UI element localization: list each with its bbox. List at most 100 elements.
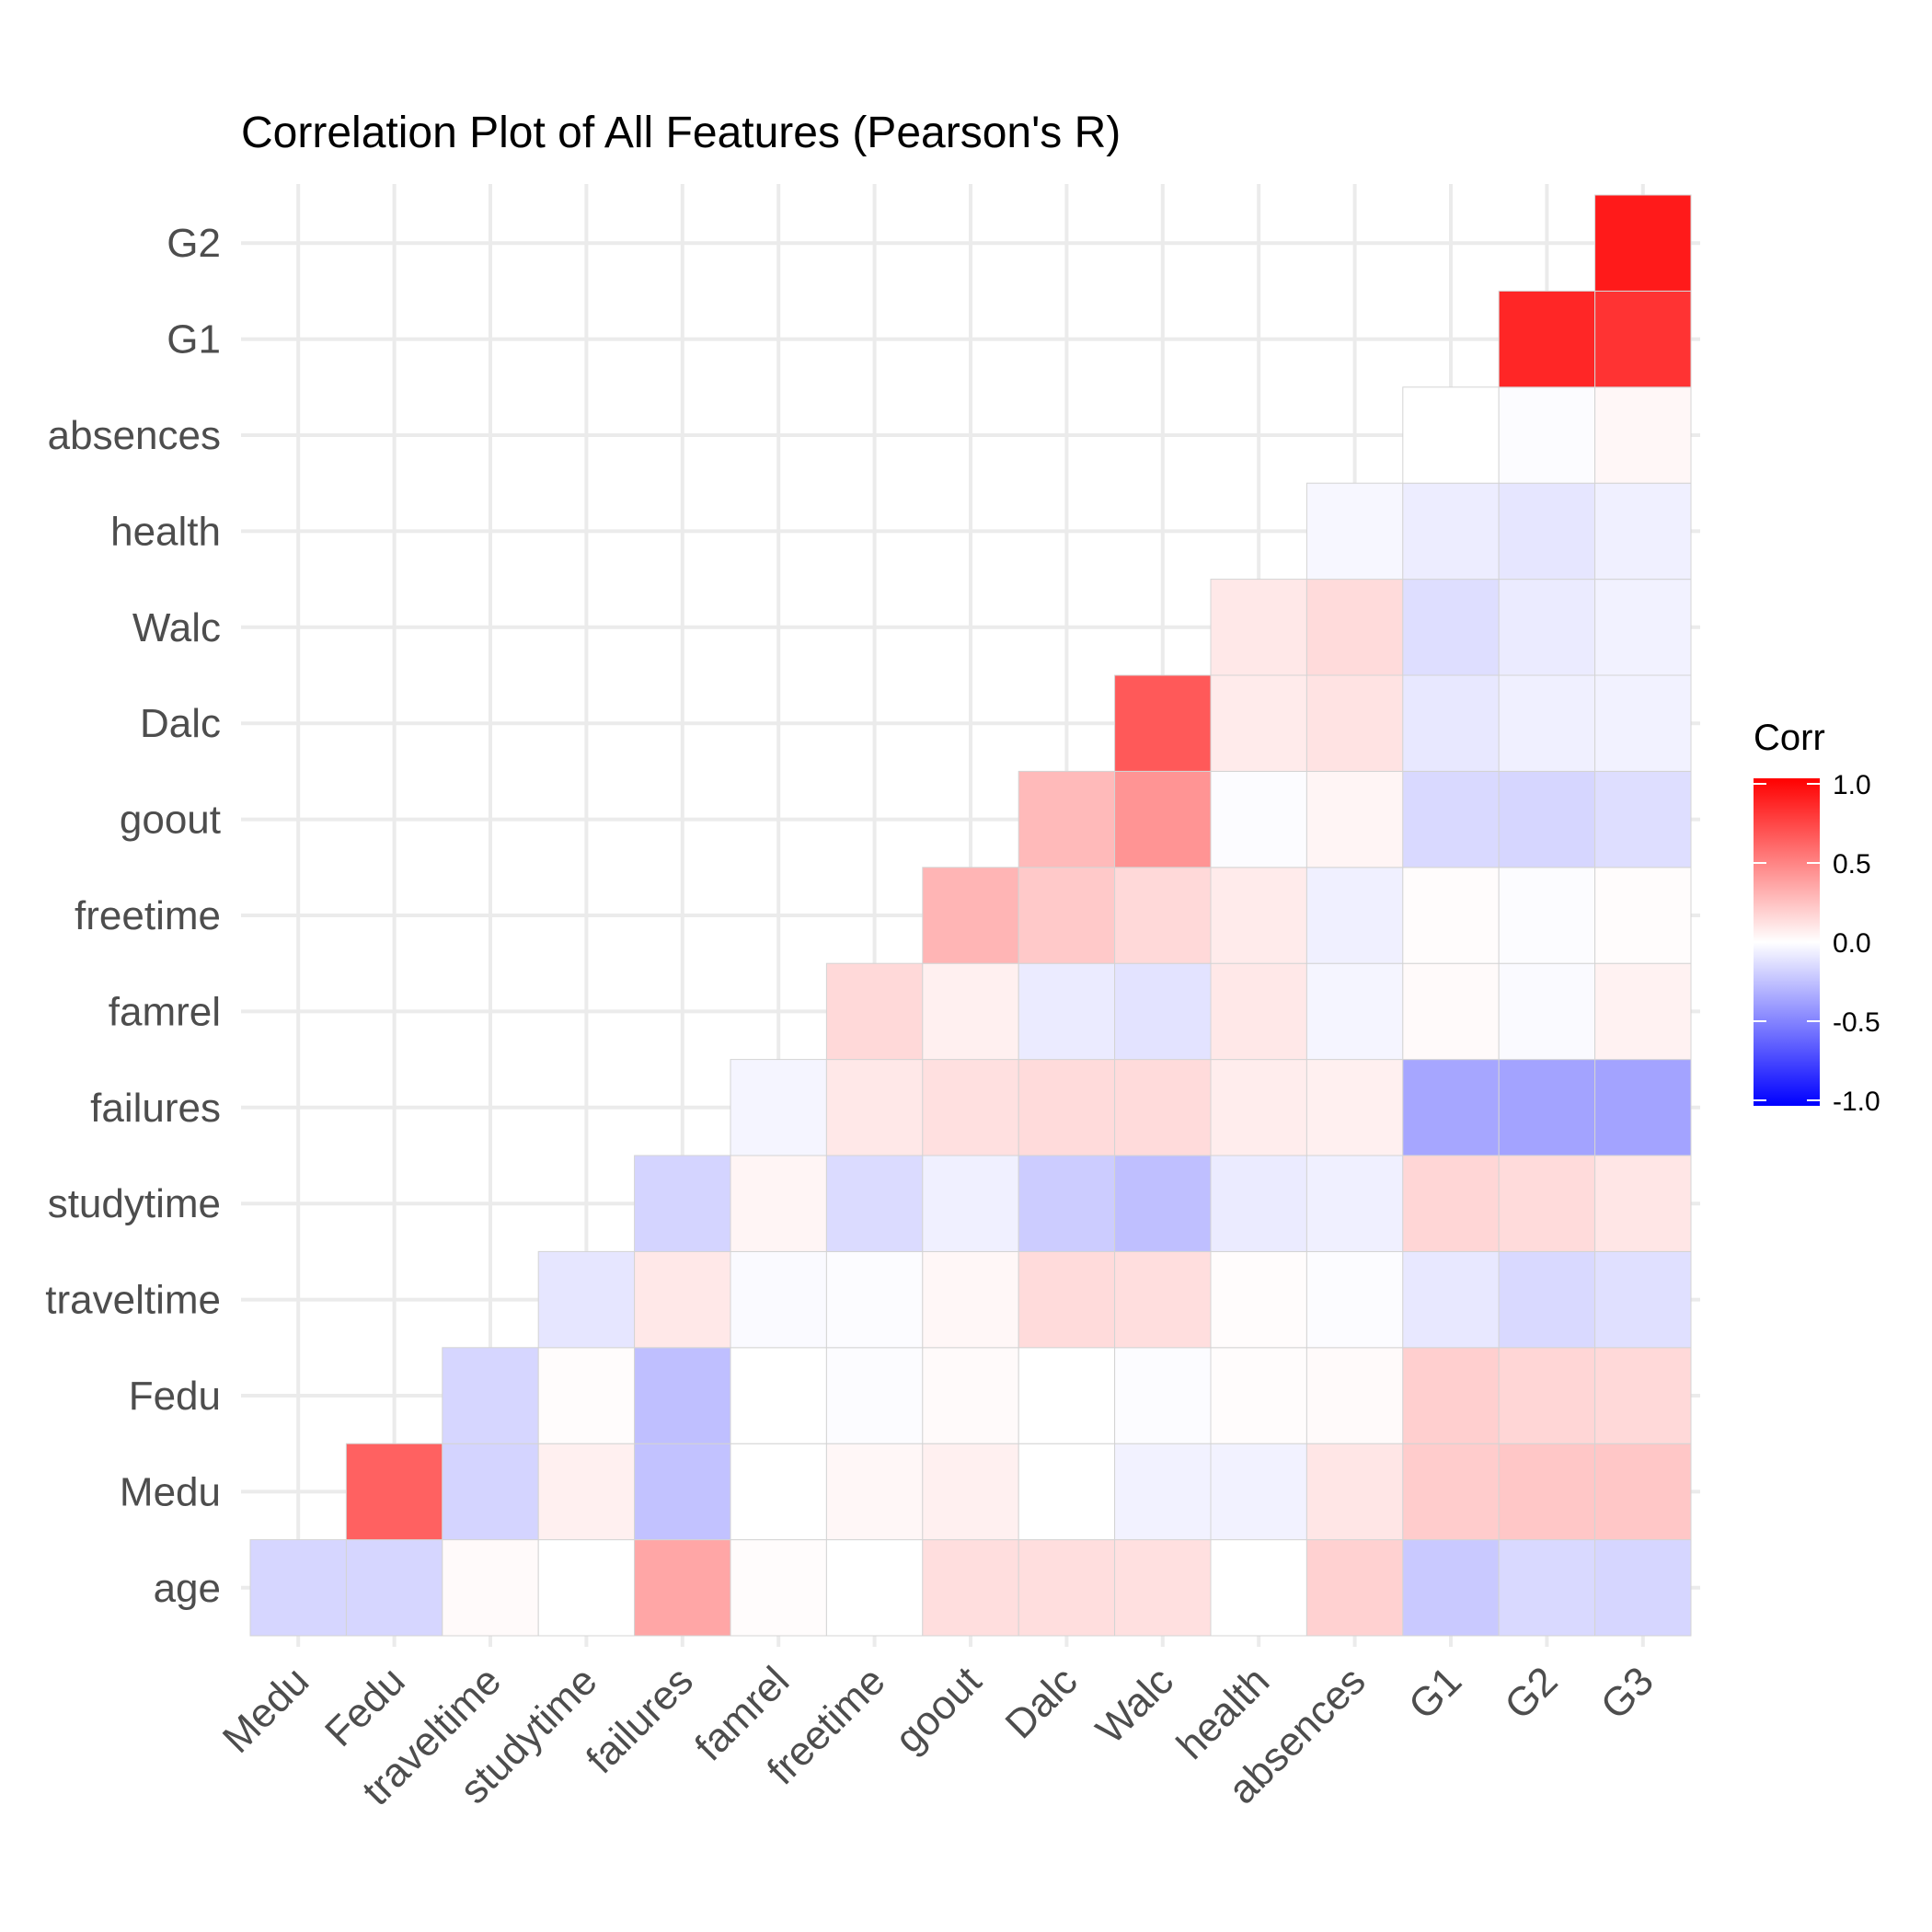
heatmap-cell bbox=[634, 1155, 731, 1252]
color-legend: Corr 1.0 0.5 0.0 -0.5 -1.0 bbox=[1754, 718, 1880, 1117]
x-axis-tick-labels: MeduFedutraveltimestudytimefailuresfamre… bbox=[214, 1658, 1662, 1814]
y-tick-label: freetime bbox=[75, 893, 221, 938]
heatmap-cell bbox=[1210, 1155, 1307, 1252]
heatmap-cell bbox=[1210, 962, 1307, 1061]
heatmap-cell bbox=[1594, 1347, 1692, 1444]
heatmap-cell bbox=[1018, 1155, 1116, 1252]
heatmap-cell bbox=[1114, 1539, 1212, 1637]
heatmap-cell bbox=[825, 1539, 924, 1637]
x-tick-label: Walc bbox=[1087, 1658, 1182, 1753]
heatmap-cell bbox=[1305, 867, 1404, 964]
heatmap-cell bbox=[922, 962, 1019, 1061]
heatmap-cell bbox=[345, 1443, 443, 1541]
heatmap-cell bbox=[1402, 1539, 1500, 1637]
heatmap-cell bbox=[1498, 1155, 1596, 1252]
heatmap-cell bbox=[1210, 1250, 1307, 1349]
x-tick-label: Dalc bbox=[997, 1658, 1087, 1747]
heatmap-cell bbox=[1305, 770, 1404, 868]
heatmap-cell bbox=[1210, 1347, 1307, 1444]
heatmap-cell bbox=[1114, 867, 1212, 964]
heatmap-cell bbox=[1594, 482, 1692, 581]
heatmap-cell bbox=[1498, 867, 1596, 964]
y-tick-label: traveltime bbox=[45, 1278, 221, 1323]
x-tick-label: failures bbox=[578, 1658, 702, 1782]
heatmap-cell bbox=[1114, 1250, 1212, 1349]
heatmap-cell bbox=[1018, 962, 1116, 1061]
legend-tick-label: 0.0 bbox=[1833, 928, 1871, 959]
heatmap-cell bbox=[1594, 290, 1692, 388]
heatmap-cell bbox=[1305, 482, 1404, 581]
heatmap-cell bbox=[1594, 1443, 1692, 1541]
heatmap-cell bbox=[1402, 1059, 1500, 1156]
heatmap-cell bbox=[1402, 1155, 1500, 1252]
heatmap-cell bbox=[1402, 482, 1500, 581]
heatmap-cell bbox=[1498, 1443, 1596, 1541]
y-tick-label: Walc bbox=[132, 605, 221, 650]
x-tick-label: G2 bbox=[1496, 1658, 1566, 1728]
heatmap-cell bbox=[442, 1539, 539, 1637]
heatmap-cell bbox=[634, 1443, 731, 1541]
heatmap-cell bbox=[1305, 1250, 1404, 1349]
heatmap-cell bbox=[730, 1443, 827, 1541]
y-axis-tick-labels: age Medu Fedu traveltime studytime failures fa… bbox=[45, 221, 221, 1611]
heatmap-cell bbox=[1594, 194, 1692, 292]
heatmap-cell bbox=[1305, 1155, 1404, 1252]
y-tick-label: Fedu bbox=[129, 1374, 221, 1419]
x-tick-label: goout bbox=[887, 1658, 991, 1762]
heatmap-cell bbox=[1402, 1443, 1500, 1541]
heatmap-cell bbox=[537, 1250, 636, 1349]
heatmap-cell bbox=[1114, 770, 1212, 868]
heatmap-cell bbox=[1498, 482, 1596, 581]
y-tick-label: studytime bbox=[48, 1181, 221, 1226]
heatmap-cell bbox=[825, 962, 924, 1061]
heatmap-cell bbox=[1498, 962, 1596, 1061]
heatmap-cell bbox=[1402, 579, 1500, 676]
heatmap-cell bbox=[1210, 770, 1307, 868]
heatmap-cell bbox=[1498, 1347, 1596, 1444]
heatmap-cell bbox=[537, 1347, 636, 1444]
legend-ticks: 1.0 0.5 0.0 -0.5 -1.0 bbox=[1754, 770, 1880, 1117]
heatmap-cell bbox=[922, 867, 1019, 964]
y-tick-label: goout bbox=[120, 798, 221, 843]
heatmap-cell bbox=[1305, 1059, 1404, 1156]
y-tick-label: age bbox=[154, 1566, 221, 1611]
heatmap-cell bbox=[922, 1347, 1019, 1444]
heatmap-cell bbox=[730, 1250, 827, 1349]
heatmap-cell bbox=[1498, 290, 1596, 388]
heatmap-cell bbox=[1498, 386, 1596, 484]
heatmap-cell bbox=[249, 1539, 347, 1637]
heatmap-cell bbox=[1018, 1443, 1116, 1541]
heatmap-cell bbox=[1018, 1059, 1116, 1156]
heatmap-cell bbox=[1594, 1250, 1692, 1349]
heatmap-cell bbox=[1114, 674, 1212, 772]
heatmap-cell bbox=[1210, 867, 1307, 964]
heatmap-cell bbox=[1498, 1539, 1596, 1637]
heatmap-cell bbox=[922, 1250, 1019, 1349]
heatmap-cell bbox=[1402, 867, 1500, 964]
heatmap-cells bbox=[249, 194, 1692, 1637]
y-tick-label: Dalc bbox=[140, 701, 221, 746]
heatmap-cell bbox=[1498, 1250, 1596, 1349]
heatmap-cell bbox=[1210, 1539, 1307, 1637]
x-tick-label: G3 bbox=[1593, 1658, 1662, 1728]
heatmap-cell bbox=[634, 1250, 731, 1349]
heatmap-cell bbox=[825, 1347, 924, 1444]
heatmap-cell bbox=[1018, 1347, 1116, 1444]
heatmap-cell bbox=[1402, 386, 1500, 484]
heatmap-cell bbox=[1594, 579, 1692, 676]
heatmap-cell bbox=[1594, 770, 1692, 868]
heatmap-cell bbox=[730, 1059, 827, 1156]
heatmap-cell bbox=[730, 1347, 827, 1444]
heatmap-cell bbox=[345, 1539, 443, 1637]
heatmap-cell bbox=[1114, 962, 1212, 1061]
heatmap-cell bbox=[825, 1155, 924, 1252]
heatmap-cell bbox=[730, 1155, 827, 1252]
heatmap-cell bbox=[1305, 1539, 1404, 1637]
heatmap-cell bbox=[1114, 1059, 1212, 1156]
heatmap-cell bbox=[1210, 674, 1307, 772]
legend-tick-label: -1.0 bbox=[1833, 1087, 1880, 1117]
heatmap-cell bbox=[1402, 1250, 1500, 1349]
heatmap-cell bbox=[1594, 674, 1692, 772]
heatmap-cell bbox=[1402, 1347, 1500, 1444]
